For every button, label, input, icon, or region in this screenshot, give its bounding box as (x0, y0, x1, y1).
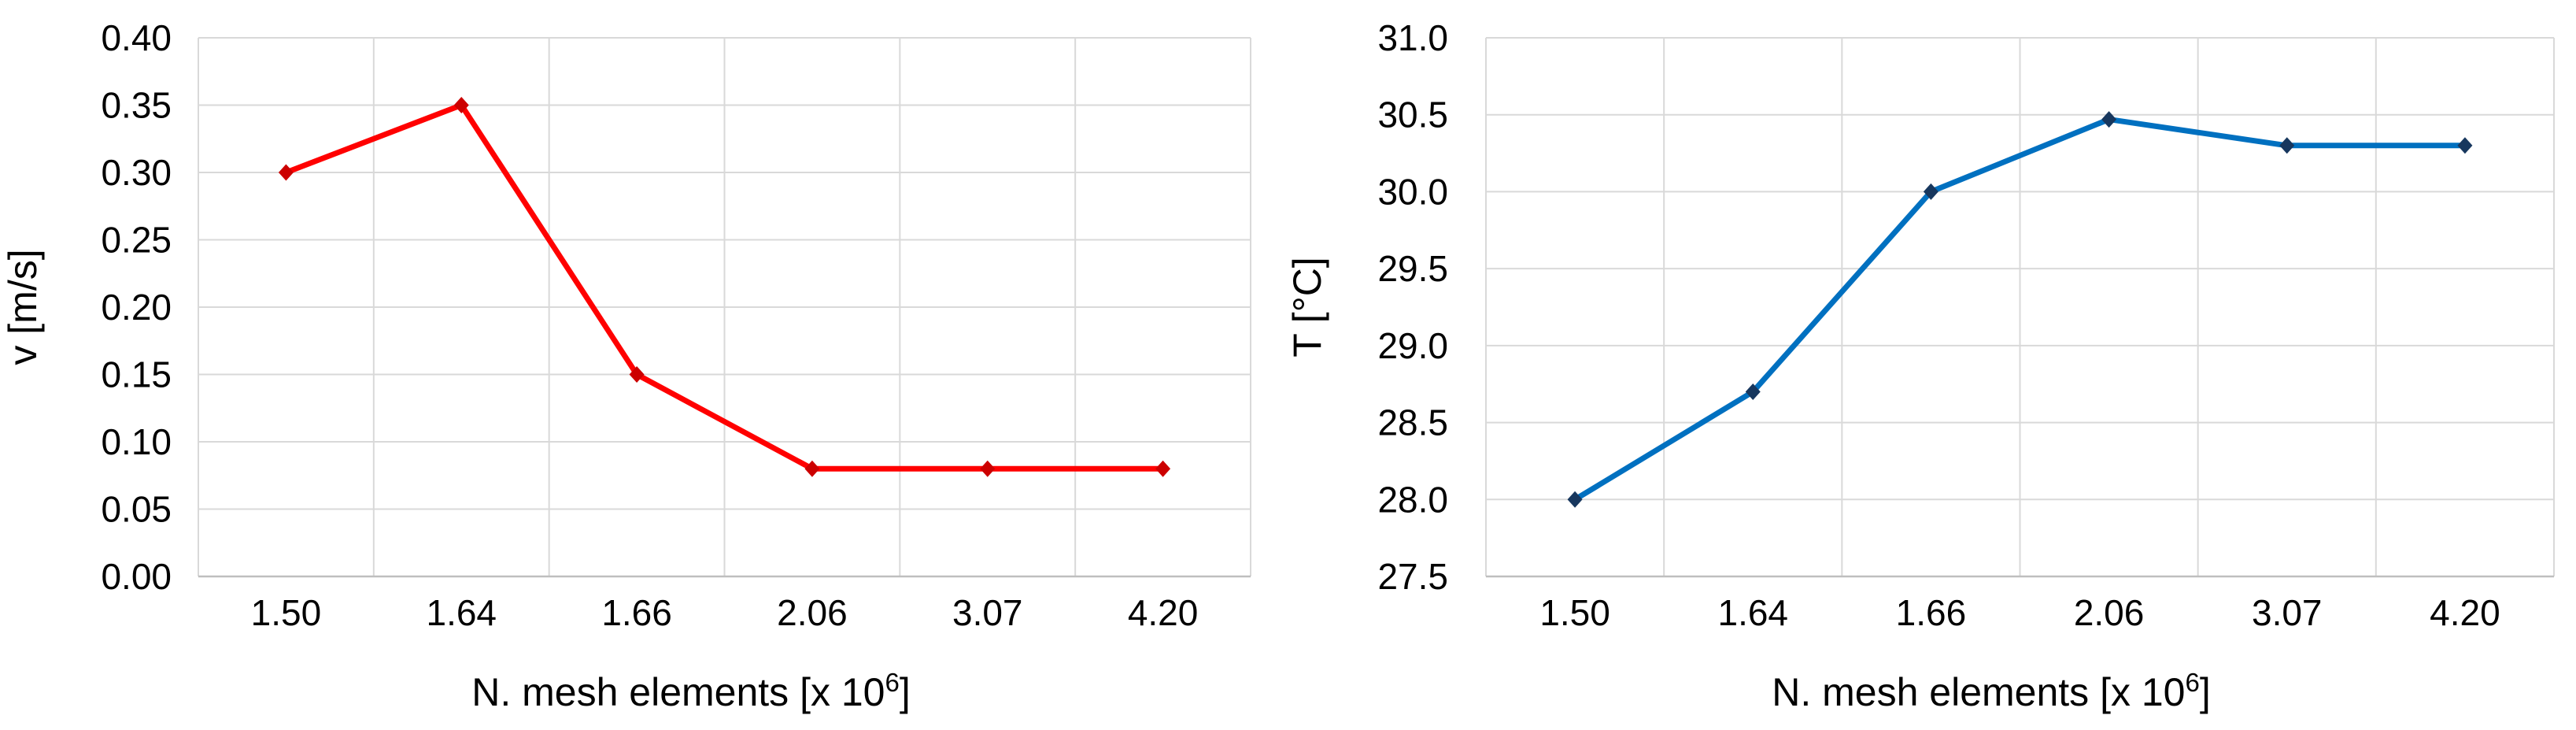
y-axis-tick-label: 0.00 (101, 556, 172, 597)
y-axis-tick-label: 0.20 (101, 287, 172, 328)
data-point-marker (629, 366, 645, 383)
y-axis-tick-label: 27.5 (1377, 556, 1448, 597)
y-axis-tick-label: 0.10 (101, 421, 172, 462)
x-axis-tick-label: 1.50 (1539, 592, 1610, 633)
temperature-horizontal-gridlines (1486, 37, 2554, 577)
data-point-marker (804, 460, 820, 477)
temperature-data-point-markers (1567, 111, 2473, 508)
data-point-marker (2457, 137, 2473, 154)
y-axis-tick-label: 0.25 (101, 220, 172, 261)
data-point-marker (278, 164, 294, 181)
data-point-marker (1923, 183, 1938, 200)
velocity-x-axis-title: N. mesh elements [x 106] (471, 668, 911, 714)
x-axis-tick-label: 1.64 (1717, 592, 1788, 633)
temperature-series-line (1572, 117, 2468, 502)
velocity-series-line (283, 102, 1166, 472)
data-point-marker (980, 460, 996, 477)
temperature-vertical-gridlines (1485, 38, 2555, 576)
x-axis-tick-label: 3.07 (952, 592, 1023, 633)
data-point-marker (1745, 383, 1761, 400)
y-axis-tick-label: 0.15 (101, 354, 172, 395)
x-axis-tick-label: 3.07 (2252, 592, 2323, 633)
data-point-marker (2101, 111, 2117, 128)
y-axis-tick-label: 29.5 (1377, 248, 1448, 289)
y-axis-tick-label: 31.0 (1377, 17, 1448, 58)
velocity-x-axis-tick-labels: 1.50 1.64 1.66 2.06 3.07 4.20 (251, 592, 1199, 633)
x-axis-tick-label: 4.20 (2430, 592, 2500, 633)
y-axis-tick-label: 28.5 (1377, 402, 1448, 443)
x-axis-tick-label: 2.06 (2074, 592, 2145, 633)
velocity-data-point-markers (278, 97, 1171, 477)
x-axis-tick-label: 1.50 (251, 592, 322, 633)
x-axis-tick-label: 4.20 (1128, 592, 1199, 633)
y-axis-tick-label: 0.40 (101, 17, 172, 58)
temperature-y-axis-title: T [°C] (1285, 257, 1329, 357)
y-axis-tick-label: 0.35 (101, 85, 172, 126)
y-axis-tick-label: 0.05 (101, 489, 172, 530)
velocity-horizontal-gridlines (198, 37, 1251, 577)
x-axis-tick-label: 2.06 (777, 592, 848, 633)
temperature-x-axis-title: N. mesh elements [x 106] (1772, 668, 2211, 714)
velocity-y-axis-tick-labels: 0.40 0.35 0.30 0.25 0.20 0.15 0.10 0.05 0.00 (101, 17, 172, 597)
velocity-y-axis-title: v [m/s] (1, 249, 45, 365)
x-axis-tick-label: 1.66 (601, 592, 672, 633)
velocity-chart: 0.40 0.35 0.30 0.25 0.20 0.15 0.10 0.05 0.00 1.50… (1, 17, 1251, 714)
data-point-marker (1155, 460, 1171, 477)
y-axis-tick-label: 28.0 (1377, 479, 1448, 520)
temperature-chart: 31.0 30.5 30.0 29.5 29.0 28.5 28.0 27.5 1.50 1.64… (1285, 17, 2555, 714)
y-axis-tick-label: 30.0 (1377, 171, 1448, 212)
x-axis-tick-label: 1.64 (426, 592, 497, 633)
temperature-x-axis-tick-labels: 1.50 1.64 1.66 2.06 3.07 4.20 (1539, 592, 2500, 633)
y-axis-tick-label: 30.5 (1377, 94, 1448, 135)
y-axis-tick-label: 29.0 (1377, 325, 1448, 366)
temperature-y-axis-tick-labels: 31.0 30.5 30.0 29.5 29.0 28.5 28.0 27.5 (1377, 17, 1448, 597)
data-point-marker (453, 97, 469, 113)
data-point-marker (1567, 491, 1583, 508)
y-axis-tick-label: 0.30 (101, 152, 172, 193)
data-point-marker (2279, 137, 2295, 154)
x-axis-tick-label: 1.66 (1896, 592, 1967, 633)
